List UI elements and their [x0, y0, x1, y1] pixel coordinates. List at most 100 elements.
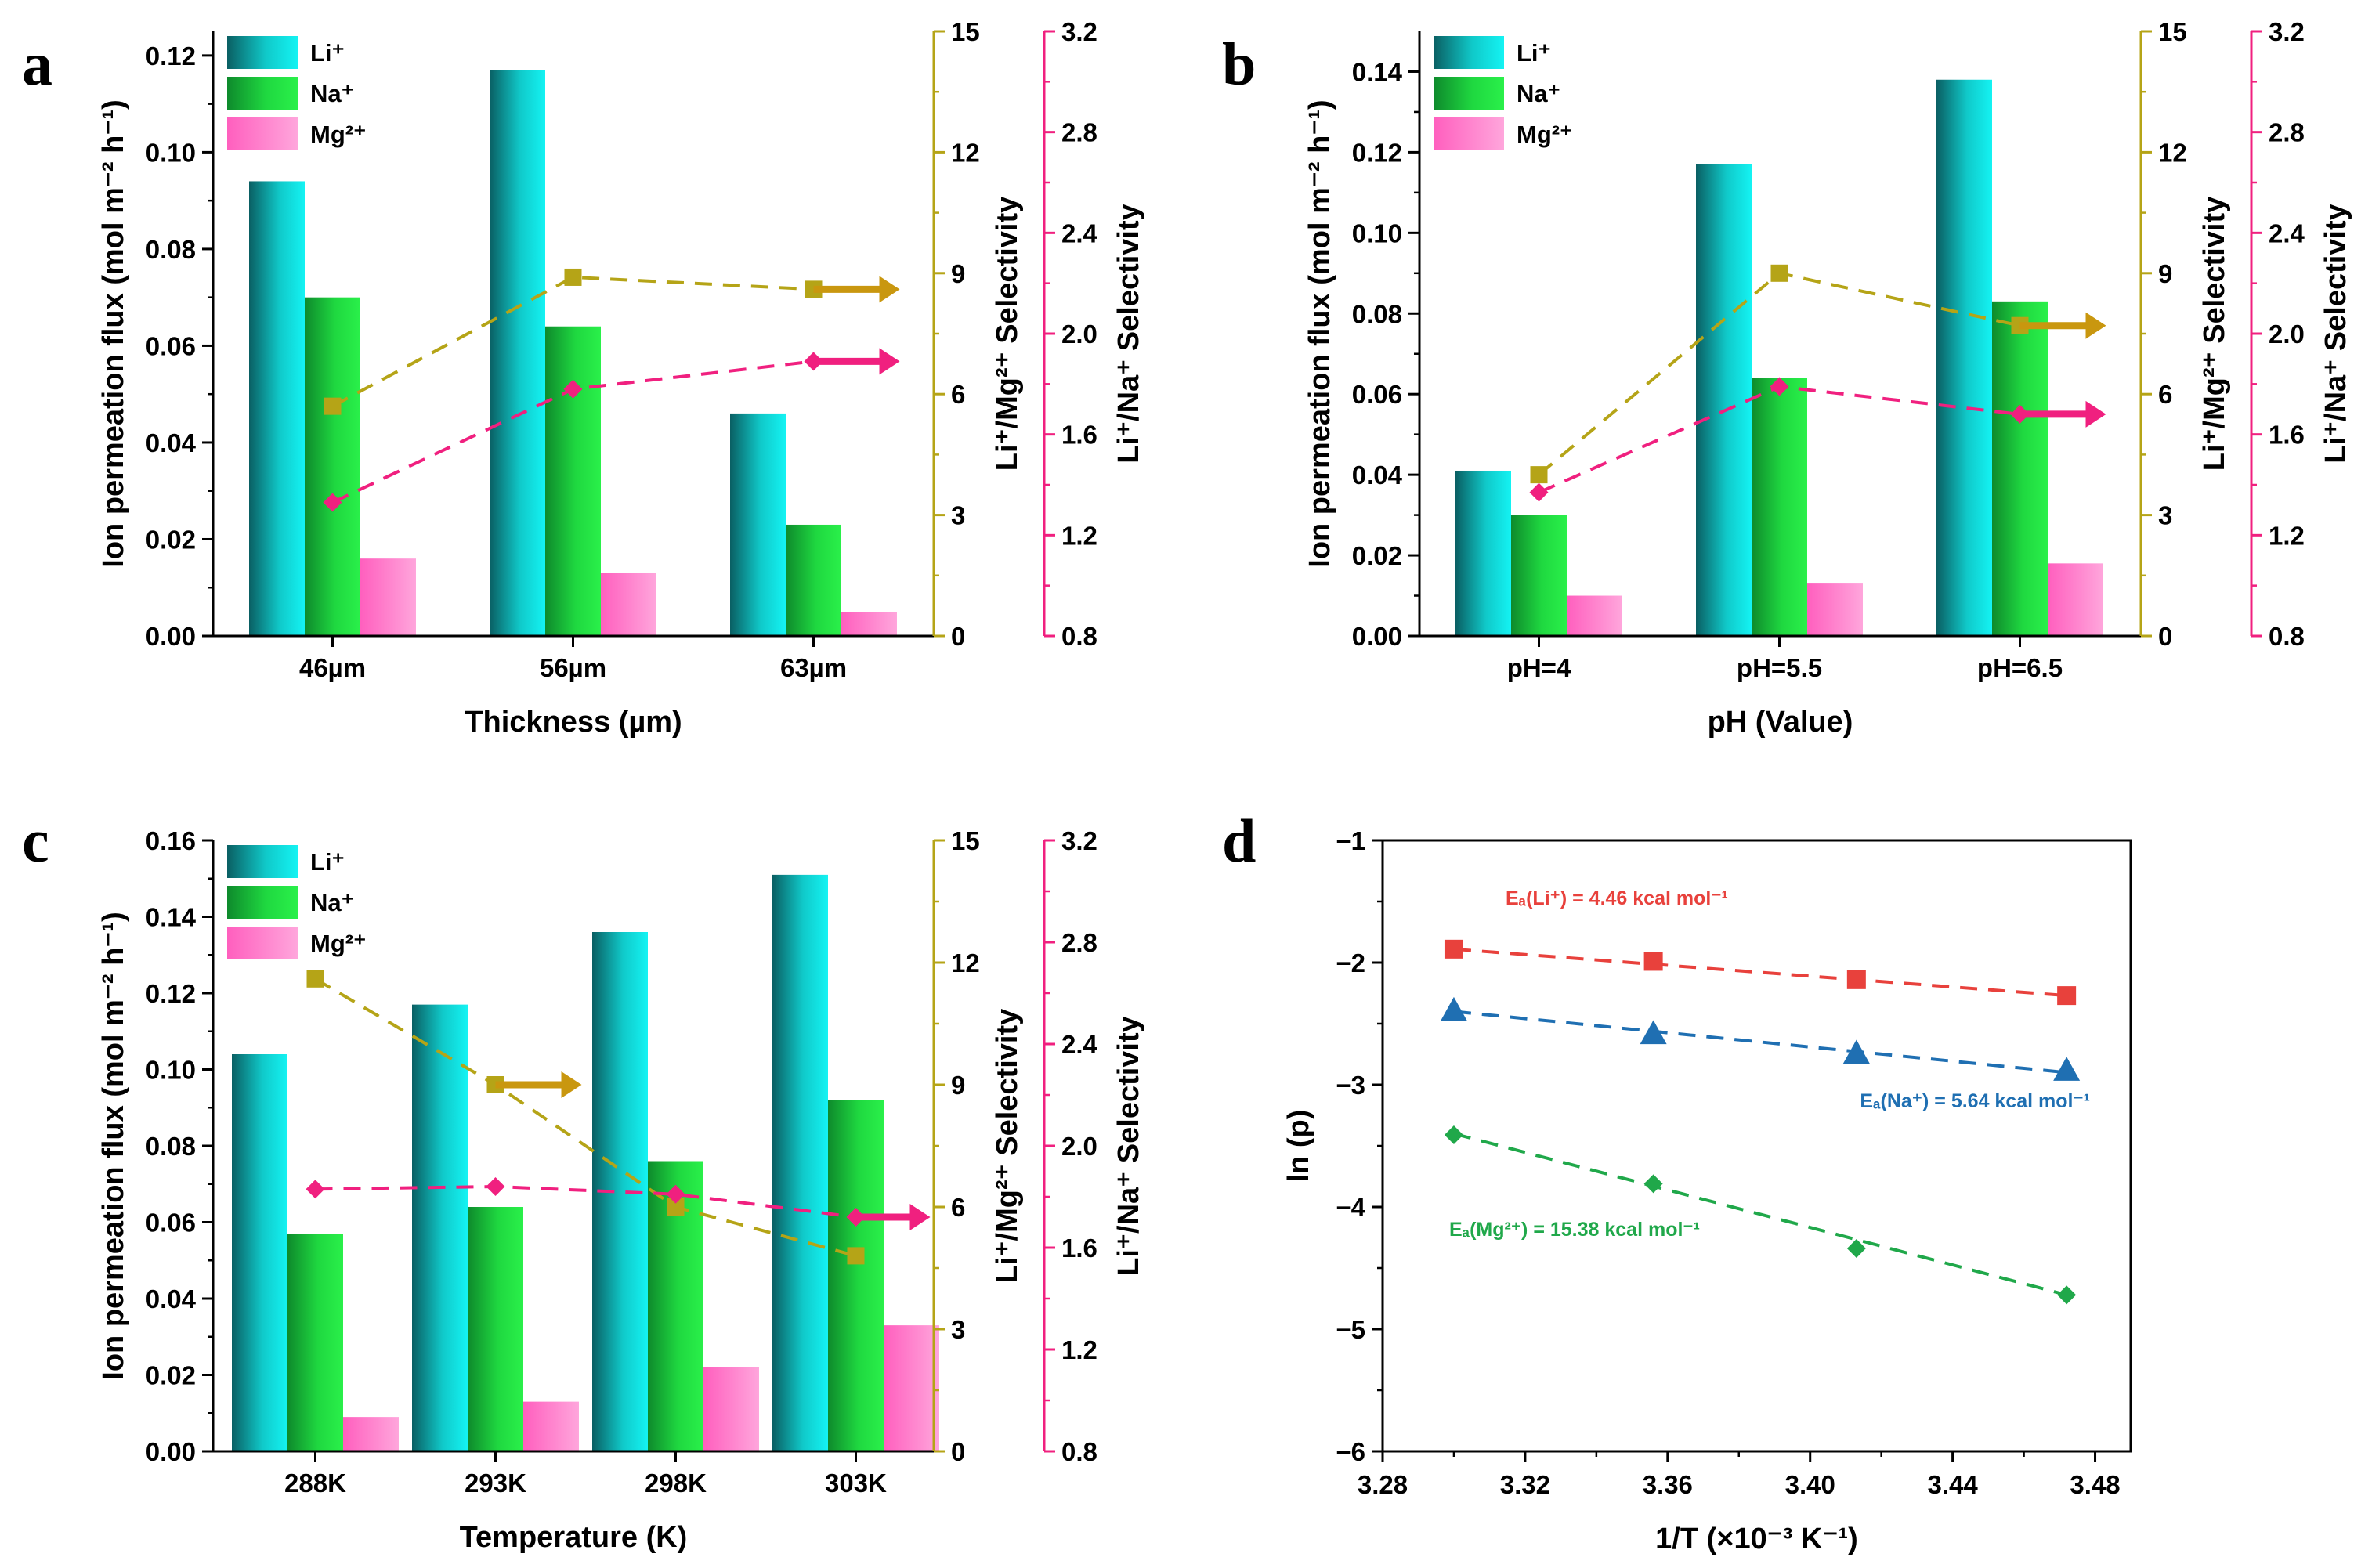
y3-tick-label: 2.0	[1061, 1132, 1097, 1161]
y3-tick-label: 1.2	[1061, 1335, 1097, 1364]
y3-tick-label: 2.0	[2269, 320, 2305, 349]
y-tick-label: 0.00	[1352, 622, 1402, 651]
legend-label: Mg²⁺	[310, 930, 366, 957]
bar-na-2	[786, 524, 841, 636]
y3-axis-title: Li⁺/Na⁺ Selectivity	[1112, 204, 1145, 464]
bar-li-0	[1455, 470, 1511, 636]
arrow-to-mg-axis-head	[2085, 312, 2106, 339]
data-point	[1643, 952, 1663, 971]
selectivity-na-line	[315, 1184, 856, 1219]
y2-tick-label: 3	[951, 501, 965, 530]
y3-tick-label: 0.8	[1061, 622, 1097, 651]
y-tick-label: 0.12	[1352, 138, 1402, 167]
y-tick-label: 0.10	[146, 138, 196, 167]
bar-mg-2	[703, 1367, 759, 1451]
x-tick-label: 3.32	[1500, 1470, 1550, 1499]
y-tick-label: 0.06	[1352, 380, 1402, 409]
x-tick-label: 303K	[825, 1469, 887, 1498]
y2-tick-label: 0	[951, 622, 965, 651]
fit-line-1	[1453, 1010, 2067, 1075]
y3-tick-label: 1.2	[1061, 521, 1097, 550]
y2-tick-label: 0	[951, 1437, 965, 1466]
selectivity-na-point	[323, 493, 342, 512]
x-tick-label: pH=5.5	[1737, 653, 1822, 682]
arrow-to-na-axis-head	[909, 1204, 931, 1230]
activation-energy-label: Eₐ(Li⁺) = 4.46 kcal mol⁻¹	[1506, 887, 1728, 909]
legend-label: Li⁺	[310, 39, 345, 67]
x-tick-label: 293K	[465, 1469, 526, 1498]
y2-axis-title: Li⁺/Mg²⁺ Selectivity	[991, 197, 1024, 471]
y-tick-label: 0.04	[1352, 461, 1403, 490]
y2-tick-label: 12	[951, 948, 980, 977]
bar-li-2	[1936, 79, 1992, 636]
bar-na-0	[287, 1234, 343, 1451]
x-tick-label: 46µm	[299, 653, 366, 682]
data-point	[1643, 1174, 1663, 1194]
legend-label: Na⁺	[1517, 80, 1560, 107]
y3-tick-label: 1.6	[1061, 421, 1097, 450]
bar-mg-1	[523, 1401, 579, 1451]
x-tick-label: 63µm	[780, 653, 847, 682]
y3-tick-label: 2.0	[1061, 320, 1097, 349]
fit-line-2	[1453, 1132, 2067, 1297]
y-tick-label: −6	[1336, 1437, 1365, 1466]
data-point	[1444, 939, 1463, 959]
y2-tick-label: 15	[951, 17, 980, 46]
x-tick-label: 3.48	[2070, 1470, 2120, 1499]
legend-label: Mg²⁺	[1517, 121, 1572, 148]
selectivity-mg-point	[324, 397, 342, 415]
activation-energy-label: Eₐ(Mg²⁺) = 15.38 kcal mol⁻¹	[1449, 1219, 1700, 1241]
y3-tick-label: 3.2	[1061, 826, 1097, 855]
fit-line-0	[1453, 947, 2067, 998]
y3-tick-label: 3.2	[1061, 17, 1097, 46]
activation-energy-label: Eₐ(Na⁺) = 5.64 kcal mol⁻¹	[1860, 1090, 2090, 1112]
y-tick-label: 0.10	[1352, 219, 1402, 247]
y2-tick-label: 3	[951, 1315, 965, 1344]
legend-label: Li⁺	[1517, 39, 1551, 67]
y2-tick-label: 12	[951, 138, 980, 167]
legend-label: Na⁺	[310, 80, 354, 107]
selectivity-mg-point	[847, 1247, 865, 1265]
selectivity-mg-point	[1530, 466, 1548, 484]
selectivity-na-point	[1529, 482, 1549, 502]
bar-mg-2	[841, 612, 897, 636]
y2-tick-label: 9	[951, 259, 965, 288]
x-axis-title: pH (Value)	[1708, 706, 1853, 739]
chart-panel-c: 0.00 0.02 0.04 0.06 0.08 0.10 0.12 0.14 0.16 288K…	[97, 826, 1145, 1554]
y3-tick-label: 2.4	[2269, 219, 2305, 247]
y-tick-label: −5	[1336, 1315, 1365, 1344]
y2-tick-label: 0	[2158, 622, 2172, 651]
arrow-to-mg-axis-head	[561, 1071, 582, 1098]
arrow-to-na-axis	[855, 1204, 931, 1230]
y-tick-label: 0.02	[146, 525, 196, 554]
y-tick-label: 0.06	[146, 1209, 196, 1237]
y2-tick-label: 6	[2158, 380, 2172, 409]
panel-label-d: d	[1222, 807, 1256, 875]
y-tick-label: 0.02	[1352, 541, 1402, 570]
bar-li-0	[232, 1054, 287, 1451]
y2-tick-label: 15	[2158, 17, 2187, 46]
y-tick-label: −2	[1336, 948, 1365, 977]
x-axis-title: Thickness (µm)	[465, 706, 682, 739]
y2-tick-label: 3	[2158, 501, 2172, 530]
data-point	[1444, 1125, 1463, 1144]
y-tick-label: 0.14	[1352, 57, 1403, 86]
arrow-to-mg-axis-head	[879, 276, 900, 303]
bar-li-0	[249, 181, 305, 636]
x-tick-label: 288K	[284, 1469, 346, 1498]
x-tick-label: 3.44	[1928, 1470, 1979, 1499]
data-point	[1846, 1239, 1866, 1259]
bar-li-2	[730, 413, 786, 636]
y2-tick-label: 9	[2158, 259, 2172, 288]
data-point	[2053, 1057, 2081, 1081]
y-axis-title: Ion permeation flux (mol m⁻² h⁻¹)	[97, 99, 130, 567]
x-tick-label: pH=4	[1507, 653, 1571, 682]
data-point	[2057, 1285, 2077, 1305]
y-tick-label: 0.10	[146, 1056, 196, 1085]
y2-tick-label: 12	[2158, 138, 2187, 167]
bar-mg-0	[360, 558, 416, 636]
selectivity-mg-point	[1770, 264, 1788, 282]
y3-tick-label: 1.6	[2269, 421, 2305, 450]
y-axis-title: Ion permeation flux (mol m⁻² h⁻¹)	[97, 912, 130, 1379]
